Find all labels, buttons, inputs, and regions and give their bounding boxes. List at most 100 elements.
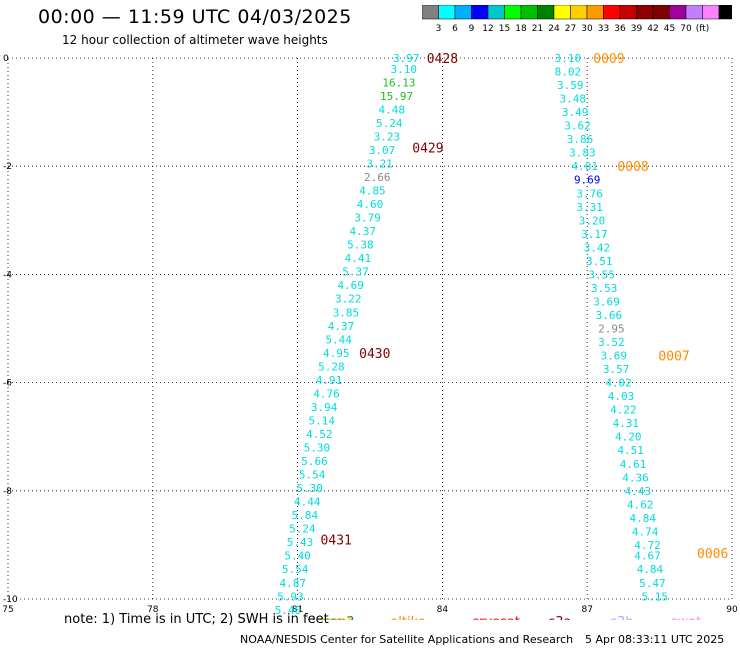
chart-title: 00:00 — 11:59 UTC 04/03/2025 bbox=[38, 6, 352, 28]
footer-credit: NOAA/NESDIS Center for Satellite Applica… bbox=[240, 633, 574, 646]
legend-altiko: altiko bbox=[390, 615, 425, 620]
data-point-track_east: 3.10 bbox=[555, 52, 582, 65]
data-point-track_east: 3.20 bbox=[579, 214, 606, 227]
note-text: note: 1) Time is in UTC; 2) SWH is in fe… bbox=[64, 612, 329, 627]
data-point-track_east: 9.69 bbox=[574, 174, 601, 187]
legend-cryosat: cryosat bbox=[472, 615, 520, 620]
data-point-track_east: 3.69 bbox=[593, 295, 620, 308]
data-point-track_east: 3.55 bbox=[588, 268, 615, 281]
data-point-track_west: 5.24 bbox=[289, 523, 316, 536]
legend-s3b: s3b bbox=[610, 615, 633, 620]
data-point-track_west: 16.13 bbox=[382, 76, 415, 89]
data-point-track_west: 5.14 bbox=[308, 414, 335, 427]
colorbar-label: 33 bbox=[598, 24, 609, 34]
data-point-track_west: 4.91 bbox=[316, 374, 343, 387]
data-point-track_east: 3.86 bbox=[567, 133, 594, 146]
data-point-track_east: 4.31 bbox=[613, 417, 640, 430]
x-tick-label: 78 bbox=[147, 605, 159, 615]
colorbar-label: 45 bbox=[664, 24, 675, 34]
y-tick-label: -2 bbox=[3, 162, 12, 172]
data-point-track_west: 3.21 bbox=[366, 157, 393, 170]
data-point-track_west: 4.76 bbox=[313, 387, 340, 400]
data-point-track_east: 3.62 bbox=[564, 120, 591, 133]
data-point-track_east: 4.20 bbox=[615, 431, 642, 444]
data-point-track_east: 4.62 bbox=[627, 498, 654, 511]
data-point-track_west: 4.60 bbox=[357, 198, 384, 211]
x-tick-label: 84 bbox=[437, 605, 449, 615]
data-point-track_east: 4.36 bbox=[622, 471, 649, 484]
data-point-track_west: 4.69 bbox=[337, 279, 364, 292]
colorbar-label: 39 bbox=[631, 24, 643, 34]
data-point-track_east: 4.72 bbox=[634, 539, 661, 552]
legend-swot: swot bbox=[671, 615, 701, 620]
data-point-track_east: 4.02 bbox=[605, 377, 632, 390]
colorbar-label: 24 bbox=[548, 24, 560, 34]
data-point-track_east: 3.69 bbox=[600, 350, 627, 363]
data-point-track_west: 4.87 bbox=[280, 577, 307, 590]
data-point-track_east: 4.22 bbox=[610, 404, 637, 417]
data-point-track_west: 5.84 bbox=[292, 509, 319, 522]
data-point-track_east: 3.52 bbox=[598, 336, 625, 349]
data-point-track_east: 4.84 bbox=[629, 512, 656, 525]
colorbar-label: 6 bbox=[452, 24, 458, 34]
data-point-track_west: 5.54 bbox=[282, 563, 309, 576]
data-point-track_west: 5.54 bbox=[299, 469, 326, 482]
data-point-track_east: 4.01 bbox=[572, 160, 599, 173]
colorbar-swatch bbox=[718, 5, 732, 20]
data-point-track_east: 3.53 bbox=[591, 282, 618, 295]
data-point-track_west: 5.28 bbox=[318, 360, 345, 373]
time-label: 0008 bbox=[617, 160, 648, 175]
data-point-track_west: 5.93 bbox=[277, 590, 304, 603]
data-point-track_west: 4.48 bbox=[378, 103, 405, 116]
data-point-track_east: 4.74 bbox=[632, 525, 659, 538]
data-point-track_east: 3.48 bbox=[559, 93, 586, 106]
data-point-track_west: 5.44 bbox=[325, 333, 352, 346]
legend-saral: saral bbox=[319, 615, 351, 620]
data-point-track_east: 4.61 bbox=[620, 458, 647, 471]
data-point-track_west: 5.66 bbox=[301, 455, 328, 468]
data-point-track_east: 4.84 bbox=[637, 563, 664, 576]
data-point-track_west: 2.66 bbox=[364, 171, 391, 184]
data-point-track_east: 3.59 bbox=[557, 79, 584, 92]
data-point-track_west: 4.44 bbox=[294, 496, 321, 509]
data-point-track_east: 4.03 bbox=[608, 390, 635, 403]
time-label: 0429 bbox=[412, 141, 443, 156]
data-point-track_west: 5.24 bbox=[376, 117, 403, 130]
data-point-track_west: 4.52 bbox=[306, 428, 333, 441]
data-point-track_west: 5.40 bbox=[275, 604, 302, 617]
data-point-track_west: 4.41 bbox=[345, 252, 372, 265]
plot-area: 75 78 81 84 87 900-2-4-6-8-103.973.1016.1315.… bbox=[2, 52, 738, 620]
data-point-track_west: 3.94 bbox=[311, 401, 338, 414]
colorbar-label: 30 bbox=[581, 24, 593, 34]
data-point-track_west: 4.37 bbox=[328, 320, 355, 333]
data-point-track_west: 5.38 bbox=[347, 239, 374, 252]
colorbar-label: 36 bbox=[614, 24, 626, 34]
legend-jason3: jason3 bbox=[311, 615, 355, 620]
data-point-track_east: 4.67 bbox=[634, 550, 661, 563]
time-label: 0431 bbox=[321, 533, 352, 548]
data-point-track_east: 3.66 bbox=[596, 309, 623, 322]
footer-timestamp: 5 Apr 08:33:11 UTC 2025 bbox=[585, 633, 725, 646]
y-tick-label: -4 bbox=[3, 270, 12, 280]
x-tick-label: 75 bbox=[2, 605, 13, 615]
data-point-track_west: 3.85 bbox=[333, 306, 360, 319]
data-point-track_east: 3.83 bbox=[569, 147, 596, 160]
data-point-track_west: 3.07 bbox=[369, 144, 396, 157]
data-point-track_west: 3.10 bbox=[391, 63, 418, 76]
time-label: 0430 bbox=[359, 347, 390, 362]
colorbar-label: 27 bbox=[565, 24, 576, 34]
y-tick-label: -8 bbox=[3, 487, 12, 497]
colorbar-label: 12 bbox=[482, 24, 493, 34]
data-point-track_west: 15.97 bbox=[380, 90, 413, 103]
data-point-track_east: 3.76 bbox=[576, 187, 603, 200]
colorbar-label: 21 bbox=[532, 24, 543, 34]
data-point-track_west: 4.85 bbox=[359, 185, 386, 198]
data-point-track_east: 8.02 bbox=[555, 66, 582, 79]
data-point-track_east: 3.51 bbox=[586, 255, 613, 268]
y-tick-label: -6 bbox=[3, 379, 12, 389]
colorbar-label: 15 bbox=[499, 24, 510, 34]
data-point-track_east: 2.95 bbox=[598, 323, 625, 336]
y-tick-label: 0 bbox=[3, 54, 9, 64]
data-point-track_west: 3.22 bbox=[335, 293, 362, 306]
data-point-track_west: 3.23 bbox=[374, 130, 401, 143]
